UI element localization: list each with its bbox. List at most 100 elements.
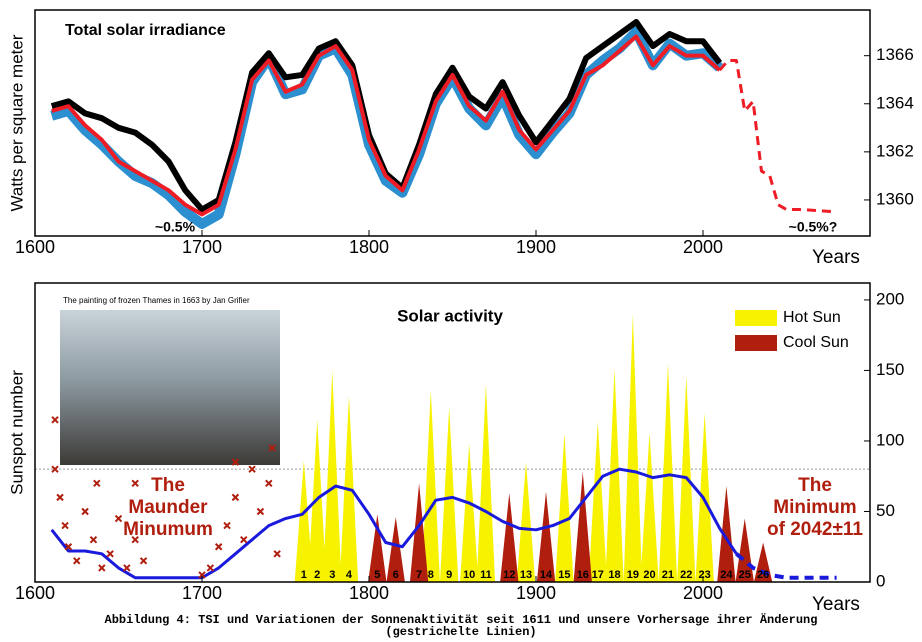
cycle-label: 12 — [503, 569, 515, 581]
y-tick-label: 0 — [876, 571, 885, 590]
marker — [256, 507, 265, 516]
cycle-label: 7 — [416, 569, 422, 581]
sunspot-cycle — [516, 462, 536, 582]
marker — [240, 535, 248, 544]
x-axis-label: Years — [812, 247, 860, 268]
annotation: The — [151, 475, 185, 496]
sunspot-cycle — [623, 314, 643, 582]
painting-caption: The painting of frozen Thames in 1663 by… — [63, 296, 250, 305]
x-tick-label: 1900 — [516, 237, 556, 257]
sunspot-cycle — [500, 493, 519, 582]
plot-frame — [34, 282, 871, 583]
y-tick-label: 1366 — [876, 45, 914, 64]
y-tick-label: 150 — [876, 360, 904, 379]
y-axis-label: Watts per square meter — [7, 34, 26, 211]
marker — [93, 479, 101, 487]
marker — [131, 535, 139, 544]
sunspot-cycle — [439, 407, 459, 582]
x-tick-label: 1800 — [349, 237, 389, 257]
sunspot-cycle — [573, 471, 592, 582]
cycle-label: 3 — [329, 569, 335, 581]
sunspot-cycle — [460, 443, 479, 582]
cycle-label: 21 — [662, 569, 674, 581]
cycle-label: 16 — [577, 569, 589, 581]
cycle-label: 13 — [520, 569, 532, 581]
annotation: ~0.5% — [155, 219, 196, 235]
cycle-label: 14 — [540, 569, 553, 581]
series-line — [718, 58, 837, 214]
cycle-label: 19 — [627, 569, 639, 581]
cycle-label: 4 — [346, 569, 353, 581]
cycle-label: 15 — [558, 569, 570, 581]
chart-title: Solar activity — [397, 306, 503, 325]
marker — [248, 465, 256, 473]
cycle-label: 8 — [428, 569, 434, 581]
legend-label: Cool Sun — [783, 334, 849, 351]
y-axis-label: Sunspot number — [7, 370, 26, 495]
sunspot-cycle — [323, 370, 342, 582]
marker — [268, 444, 276, 452]
marker — [61, 521, 69, 530]
y-tick-label: 50 — [876, 501, 895, 520]
marker — [231, 458, 240, 466]
sunspot-cycle — [640, 432, 659, 582]
sunspot-cycle — [588, 421, 607, 582]
marker — [206, 564, 215, 572]
marker — [106, 550, 114, 558]
annotation: ~0.5%? — [789, 219, 838, 235]
cycle-label: 6 — [393, 569, 399, 581]
y-tick-label: 200 — [876, 289, 904, 308]
cycle-label: 11 — [480, 569, 492, 581]
y-tick-label: 1362 — [876, 141, 914, 160]
x-tick-label: 1600 — [15, 237, 55, 257]
series-line — [50, 26, 723, 229]
y-tick-label: 1360 — [876, 189, 914, 208]
series-line — [51, 34, 722, 217]
marker — [223, 521, 231, 530]
marker — [98, 564, 106, 572]
y-tick-label: 100 — [876, 430, 904, 449]
marker — [51, 416, 59, 424]
marker — [131, 479, 139, 487]
x-tick-label: 1700 — [182, 237, 222, 257]
cycle-label: 10 — [463, 569, 475, 581]
marker — [265, 479, 273, 487]
x-tick-label: 2000 — [683, 583, 723, 603]
cycle-label: 20 — [643, 569, 655, 581]
caption: Abbildung 4: TSI und Variationen der Son… — [105, 612, 818, 627]
annotation: of 2042±11 — [767, 519, 863, 540]
annotation: Minumum — [123, 519, 213, 540]
sunspot-cycle — [476, 384, 496, 582]
x-tick-label: 1700 — [182, 583, 222, 603]
plot — [35, 314, 870, 582]
cycle-label: 25 — [739, 569, 751, 581]
marker — [123, 564, 131, 572]
marker — [198, 571, 206, 579]
sunspot-cycle — [386, 517, 405, 582]
cycle-label: 2 — [314, 569, 320, 581]
painting — [60, 310, 280, 465]
cycle-label: 23 — [699, 569, 711, 581]
annotation: The — [798, 475, 832, 496]
sunspot-cycle — [294, 460, 314, 582]
marker — [231, 493, 240, 502]
sunspot-cycle — [368, 514, 387, 582]
annotation: Minimum — [773, 497, 856, 518]
sunspot-cycle — [421, 390, 440, 582]
marker — [56, 493, 64, 502]
sunspot-cycle — [409, 483, 429, 582]
marker — [81, 507, 89, 516]
cycle-label: 1 — [301, 569, 307, 581]
sunspot-cycle — [536, 491, 556, 582]
series-line — [735, 552, 837, 580]
x-tick-label: 1800 — [349, 583, 389, 603]
cycle-label: 5 — [374, 569, 380, 581]
marker — [114, 514, 123, 523]
cycle-label: 17 — [592, 569, 604, 581]
sunspot-cycle — [717, 486, 736, 582]
cycle-label: 18 — [608, 569, 620, 581]
marker — [51, 465, 59, 473]
sunspot-cycle — [658, 363, 678, 582]
y-tick-label: 1364 — [876, 93, 914, 112]
